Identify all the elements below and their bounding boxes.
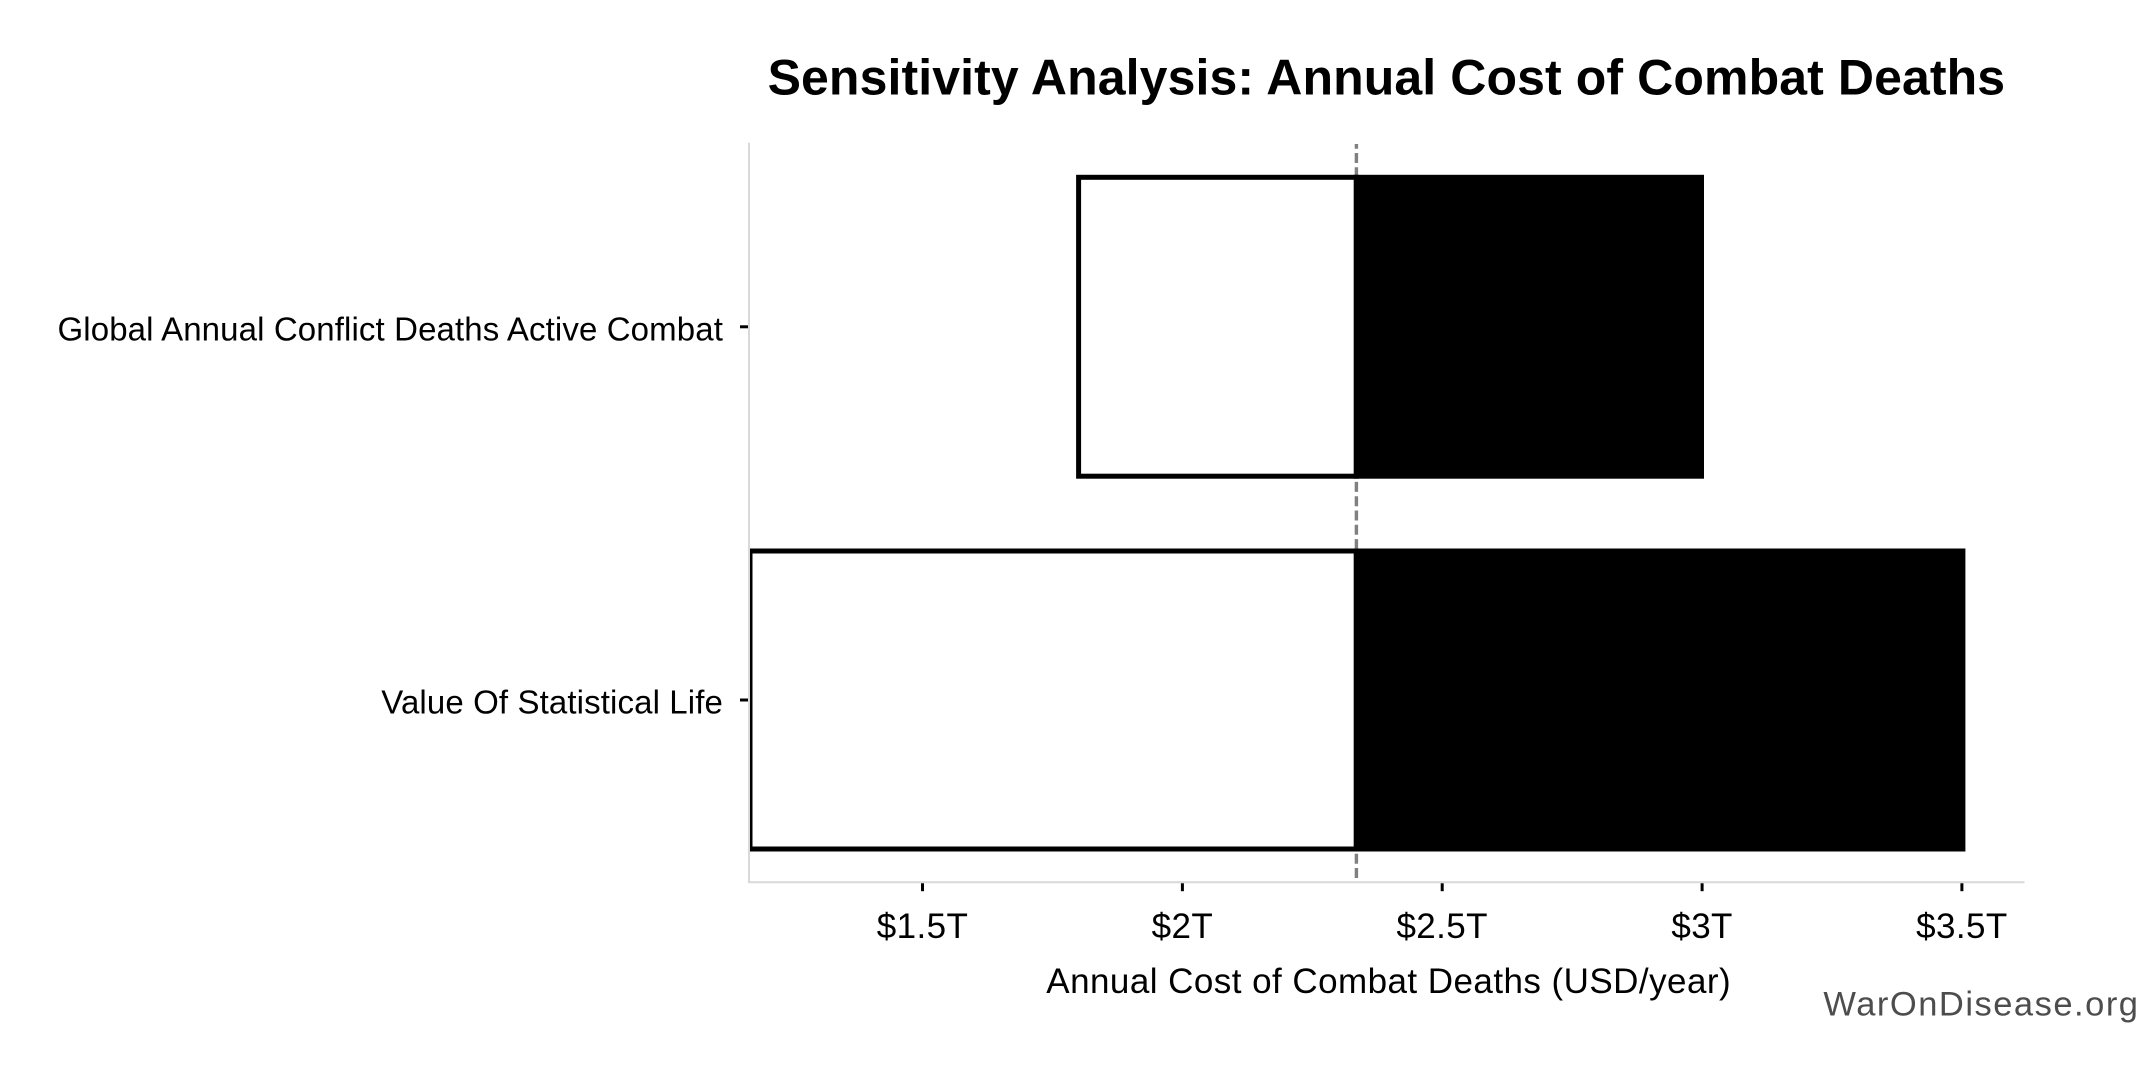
svg-text:$3T: $3T: [1671, 907, 1733, 946]
svg-text:$2T: $2T: [1152, 907, 1214, 946]
svg-text:WarOnDisease.org: WarOnDisease.org: [1823, 986, 2139, 1024]
svg-text:Global Annual Conflict Deaths: Global Annual Conflict Deaths Active Com…: [57, 310, 723, 347]
svg-text:$1.5T: $1.5T: [877, 907, 969, 946]
svg-text:$3.5T: $3.5T: [1916, 907, 2008, 946]
svg-text:Annual Cost of Combat Deaths (: Annual Cost of Combat Deaths (USD/year): [1046, 962, 1731, 1001]
svg-text:$2.5T: $2.5T: [1396, 907, 1488, 946]
svg-text:Value Of Statistical Life: Value Of Statistical Life: [381, 684, 723, 721]
svg-text:Sensitivity Analysis: Annual C: Sensitivity Analysis: Annual Cost of Com…: [768, 49, 2006, 105]
